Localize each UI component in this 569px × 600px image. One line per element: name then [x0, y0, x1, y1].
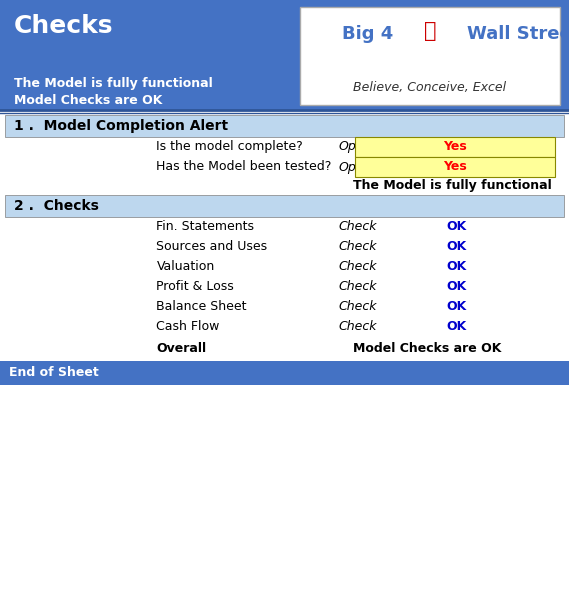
Text: Checks: Checks	[14, 14, 114, 38]
Text: Balance Sheet: Balance Sheet	[156, 301, 247, 313]
Text: OK: OK	[447, 260, 467, 274]
Text: The Model is fully functional: The Model is fully functional	[353, 179, 552, 193]
Text: 🦅: 🦅	[424, 22, 436, 41]
Text: Sources and Uses: Sources and Uses	[156, 241, 267, 253]
Text: Option: Option	[339, 160, 380, 173]
Text: Big 4: Big 4	[342, 25, 393, 43]
Bar	[0, 361, 569, 385]
Text: Check: Check	[339, 260, 377, 274]
Bar	[300, 7, 560, 105]
Text: OK: OK	[447, 280, 467, 293]
Text: Check: Check	[339, 301, 377, 313]
Bar	[0, 277, 569, 297]
Text: Is the model complete?: Is the model complete?	[156, 140, 303, 154]
Bar	[5, 115, 564, 137]
Text: Model Checks are OK: Model Checks are OK	[14, 94, 163, 107]
Bar	[0, 317, 569, 337]
Text: Check: Check	[339, 220, 377, 233]
Bar	[0, 157, 569, 177]
Text: Wall Street: Wall Street	[467, 25, 569, 43]
Text: Model Checks are OK: Model Checks are OK	[353, 341, 501, 355]
Text: OK: OK	[447, 220, 467, 233]
Text: End of Sheet: End of Sheet	[9, 367, 98, 379]
Bar	[355, 137, 555, 157]
Bar	[0, 137, 569, 157]
Bar	[5, 195, 564, 217]
Text: OK: OK	[447, 301, 467, 313]
Text: Believe, Conceive, Excel: Believe, Conceive, Excel	[353, 81, 506, 94]
Text: OK: OK	[447, 320, 467, 334]
Text: Profit & Loss: Profit & Loss	[156, 280, 234, 293]
Text: Fin. Statements: Fin. Statements	[156, 220, 254, 233]
Bar	[0, 217, 569, 237]
Bar	[0, 337, 569, 359]
Bar	[0, 177, 569, 195]
Bar	[0, 0, 569, 110]
Text: Check: Check	[339, 320, 377, 334]
Text: OK: OK	[447, 241, 467, 253]
Text: Overall: Overall	[156, 341, 207, 355]
Text: 1 .  Model Completion Alert: 1 . Model Completion Alert	[14, 119, 228, 133]
Text: Has the Model been tested?: Has the Model been tested?	[156, 160, 332, 173]
Text: The Model is fully functional: The Model is fully functional	[14, 77, 213, 90]
Bar	[0, 237, 569, 257]
Text: Check: Check	[339, 280, 377, 293]
Text: Cash Flow: Cash Flow	[156, 320, 220, 334]
Text: 2 .  Checks: 2 . Checks	[14, 199, 98, 213]
Text: Yes: Yes	[443, 140, 467, 154]
Text: Option: Option	[339, 140, 380, 154]
Text: Yes: Yes	[443, 160, 467, 173]
Text: Valuation: Valuation	[156, 260, 215, 274]
Text: Check: Check	[339, 241, 377, 253]
Bar	[355, 157, 555, 177]
Bar	[0, 257, 569, 277]
Bar	[0, 297, 569, 317]
